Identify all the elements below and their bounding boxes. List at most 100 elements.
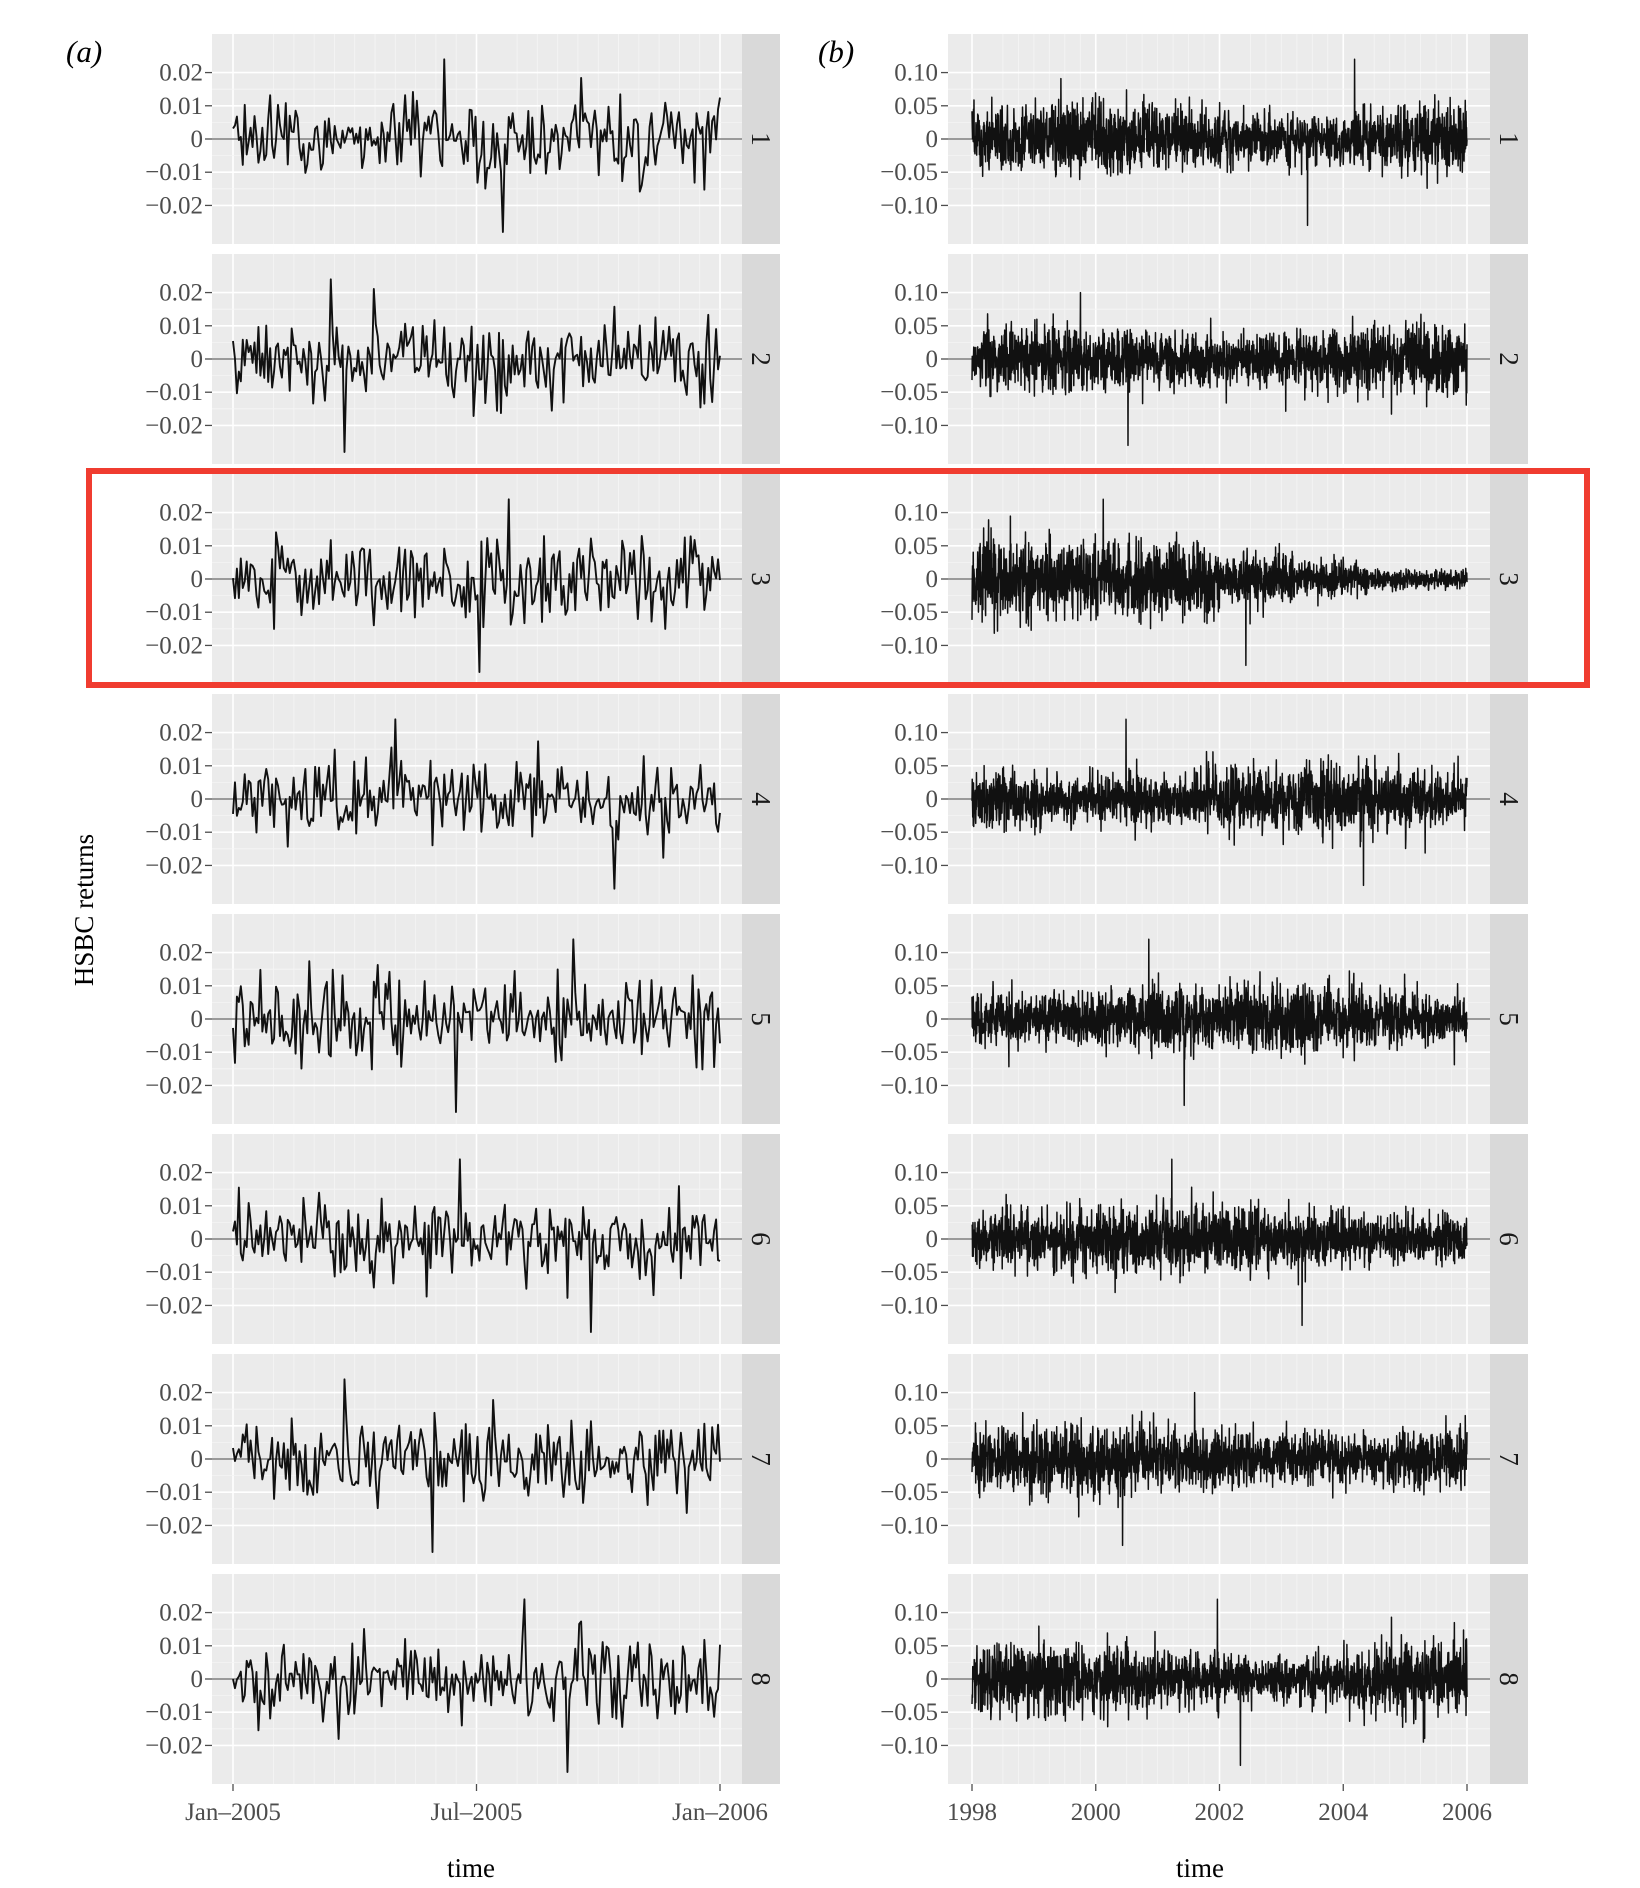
y-tick-label: 0 — [191, 1226, 204, 1253]
x-tick-label: 2006 — [1442, 1799, 1492, 1826]
facet-strip-label: 6 — [746, 1232, 776, 1246]
y-tick-label: 0.05 — [894, 1633, 938, 1660]
y-tick-label: 0 — [191, 1006, 204, 1033]
facet-strip-label: 7 — [1494, 1452, 1524, 1466]
facet-strip-label: 8 — [746, 1672, 776, 1686]
facet-4-panel-a: 0.02 0.01 0 −0.01 −0.02 4 — [145, 694, 780, 904]
y-tick-label: 0.10 — [894, 720, 938, 747]
facet-strip — [742, 694, 780, 904]
y-tick-label: 0.05 — [894, 753, 938, 780]
y-tick-label: −0.01 — [145, 1699, 203, 1726]
facet-strip-label: 5 — [1494, 1012, 1524, 1026]
y-tick-label: −0.01 — [145, 1259, 203, 1286]
y-tick-label: 0.05 — [894, 313, 938, 340]
facet-strip — [742, 1574, 780, 1784]
facet-8-panel-b: 0.10 0.05 0 −0.05 −0.10 8 — [880, 1574, 1528, 1784]
y-tick-label: −0.10 — [880, 1732, 938, 1759]
y-tick-label: 0.05 — [894, 1413, 938, 1440]
facet-strip-label: 5 — [746, 1012, 776, 1026]
y-tick-label: 0.05 — [894, 973, 938, 1000]
facet-5-panel-b: 0.10 0.05 0 −0.05 −0.10 5 — [880, 914, 1528, 1124]
facet-strip-label: 3 — [746, 572, 776, 586]
y-tick-label: −0.10 — [880, 1292, 938, 1319]
y-tick-label: 0.05 — [894, 1193, 938, 1220]
returns-series-line — [232, 1378, 721, 1553]
facet-7-panel-a: 0.02 0.01 0 −0.01 −0.02 7 — [145, 1354, 780, 1564]
facet-1-panel-b: 0.10 0.05 0 −0.05 −0.10 1 — [880, 34, 1528, 244]
facet-5-panel-a: 0.02 0.01 0 −0.01 −0.02 5 — [145, 914, 780, 1124]
x-tick-label: 2000 — [1071, 1799, 1121, 1826]
y-tick-label: 0.05 — [894, 533, 938, 560]
facet-1-panel-a: 0.02 0.01 0 −0.01 −0.02 1 — [145, 34, 780, 244]
y-tick-label: −0.02 — [145, 1072, 203, 1099]
facet-strip — [1490, 914, 1528, 1124]
y-tick-label: 0 — [926, 1226, 939, 1253]
facet-strip — [1490, 1354, 1528, 1564]
y-tick-label: −0.05 — [880, 1259, 938, 1286]
y-tick-label: 0 — [926, 566, 939, 593]
facet-strip — [1490, 694, 1528, 904]
facet-2-panel-b: 0.10 0.05 0 −0.05 −0.10 2 — [880, 254, 1528, 464]
facet-7-panel-b: 0.10 0.05 0 −0.05 −0.10 7 — [880, 1354, 1528, 1564]
returns-series-line — [232, 718, 721, 890]
facet-strip — [1490, 474, 1528, 684]
y-tick-label: 0.01 — [159, 1413, 203, 1440]
y-tick-label: −0.05 — [880, 159, 938, 186]
y-tick-label: −0.10 — [880, 412, 938, 439]
y-tick-label: 0.02 — [159, 280, 203, 307]
highlight-box-facet-3 — [86, 468, 1590, 688]
y-tick-label: −0.01 — [145, 819, 203, 846]
x-tick-label: Jan–2006 — [672, 1799, 768, 1826]
returns-series-line — [971, 718, 1468, 887]
y-tick-label: 0.02 — [159, 1160, 203, 1187]
returns-series-line — [971, 1391, 1468, 1547]
facet-3-panel-b: 0.10 0.05 0 −0.05 −0.10 3 — [880, 474, 1528, 684]
facet-strip-label: 8 — [1494, 1672, 1524, 1686]
facet-3-panel-a: 0.02 0.01 0 −0.01 −0.02 3 — [145, 474, 780, 684]
y-tick-label: 0 — [191, 1446, 204, 1473]
y-tick-label: 0.02 — [159, 1600, 203, 1627]
y-tick-label: −0.01 — [145, 1479, 203, 1506]
returns-series-line — [971, 1158, 1468, 1327]
facet-4-panel-b: 0.10 0.05 0 −0.05 −0.10 4 — [880, 694, 1528, 904]
y-tick-label: −0.10 — [880, 1512, 938, 1539]
y-tick-label: 0.02 — [159, 720, 203, 747]
y-tick-label: −0.05 — [880, 379, 938, 406]
y-tick-label: 0 — [926, 786, 939, 813]
y-tick-label: −0.01 — [145, 159, 203, 186]
y-tick-label: −0.05 — [880, 1039, 938, 1066]
panel-label-a: (a) — [66, 34, 102, 69]
facet-strip-label: 6 — [1494, 1232, 1524, 1246]
y-tick-label: 0.01 — [159, 93, 203, 120]
facet-strip — [742, 254, 780, 464]
y-tick-label: −0.05 — [880, 1699, 938, 1726]
y-tick-label: 0.02 — [159, 1380, 203, 1407]
y-tick-label: 0 — [926, 346, 939, 373]
y-tick-label: −0.05 — [880, 819, 938, 846]
facet-strip-label: 2 — [1494, 352, 1524, 366]
returns-series-line — [232, 1158, 721, 1333]
returns-series-line — [232, 58, 721, 233]
facet-strip — [1490, 1574, 1528, 1784]
y-tick-label: −0.02 — [145, 1732, 203, 1759]
facet-strip-label: 7 — [746, 1452, 776, 1466]
x-tick-label: Jan–2005 — [185, 1799, 281, 1826]
y-tick-label: 0 — [191, 126, 204, 153]
y-tick-label: 0.10 — [894, 500, 938, 527]
y-tick-label: −0.02 — [145, 412, 203, 439]
facet-strip-label: 4 — [746, 792, 776, 806]
y-tick-label: 0 — [926, 126, 939, 153]
y-tick-label: 0 — [926, 1006, 939, 1033]
y-tick-label: 0.05 — [894, 93, 938, 120]
y-tick-label: −0.01 — [145, 599, 203, 626]
y-tick-label: 0.10 — [894, 1600, 938, 1627]
facet-strip-label: 1 — [1494, 132, 1524, 146]
facet-2-panel-a: 0.02 0.01 0 −0.01 −0.02 2 — [145, 254, 780, 464]
y-tick-label: 0 — [191, 1666, 204, 1693]
facet-strip — [1490, 34, 1528, 244]
returns-series-line — [232, 938, 721, 1113]
facet-6-panel-a: 0.02 0.01 0 −0.01 −0.02 6 — [145, 1134, 780, 1344]
facet-strip — [1490, 1134, 1528, 1344]
facet-6-panel-b: 0.10 0.05 0 −0.05 −0.10 6 — [880, 1134, 1528, 1344]
